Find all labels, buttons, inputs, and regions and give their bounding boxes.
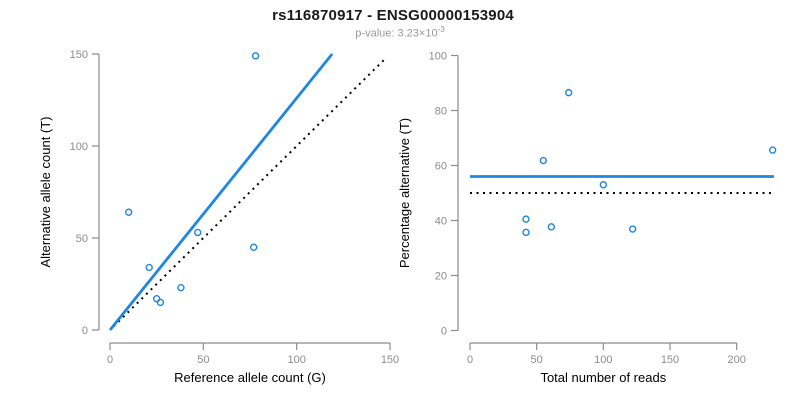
- data-point: [564, 88, 573, 97]
- y-tick-label: 0: [441, 326, 447, 338]
- x-tick-label: 0: [467, 354, 473, 366]
- pvalue-exponent: -3: [437, 25, 445, 34]
- pvalue-text: p-value: 3.23×10: [355, 27, 438, 40]
- x-tick-label: 50: [531, 354, 543, 366]
- plot-allele-counts: 0 50 100 150 0 50 100 150 Alternative allele cou…: [38, 49, 399, 385]
- x-tick-label: 150: [381, 354, 399, 366]
- figure-subtitle: p-value: 3.23×10-3: [0, 25, 800, 40]
- x-tick-label: 150: [661, 354, 679, 366]
- y-tick-label: 60: [435, 161, 447, 173]
- data-point: [156, 298, 165, 307]
- y-tick-label: 80: [435, 106, 447, 118]
- data-point: [547, 223, 556, 231]
- data-point: [251, 52, 260, 60]
- data-point: [522, 228, 530, 237]
- y-tick-label: 100: [429, 51, 447, 63]
- regression-fit-line: [108, 53, 334, 331]
- y-tick-label: 100: [70, 141, 88, 153]
- y-tick-label: 150: [70, 49, 88, 61]
- y-axis-title: Alternative allele count (T): [38, 116, 53, 267]
- x-tick-label: 100: [594, 354, 612, 366]
- data-point: [124, 208, 133, 216]
- y-tick-label: 0: [82, 325, 88, 337]
- data-point: [194, 228, 202, 237]
- data-point: [250, 243, 258, 251]
- x-axis-title: Total number of reads: [540, 370, 666, 385]
- x-axis-title: Reference allele count (G): [174, 370, 326, 385]
- figure-title: rs116870917 - ENSG00000153904: [272, 7, 514, 24]
- x-tick-label: 0: [107, 354, 113, 366]
- x-tick-label: 100: [287, 354, 305, 366]
- data-point: [768, 146, 777, 154]
- y-tick-label: 50: [76, 233, 88, 245]
- data-point: [539, 156, 548, 165]
- x-tick-label: 200: [727, 354, 745, 366]
- y-axis-title: Percentage alternative (T): [397, 118, 412, 268]
- y-tick-label: 40: [435, 216, 447, 228]
- data-point: [599, 181, 608, 189]
- y-tick-label: 20: [435, 271, 447, 283]
- x-tick-label: 50: [197, 354, 209, 366]
- identity-line: [113, 56, 387, 328]
- plot-percentage-vs-reads: 0 20 40 60 80 100 0 50 100 150 200 Percentage alter…: [397, 51, 777, 385]
- data-point: [177, 283, 185, 292]
- data-point: [145, 263, 153, 272]
- data-point: [628, 225, 637, 233]
- data-point: [522, 215, 530, 223]
- data-point: [152, 295, 161, 303]
